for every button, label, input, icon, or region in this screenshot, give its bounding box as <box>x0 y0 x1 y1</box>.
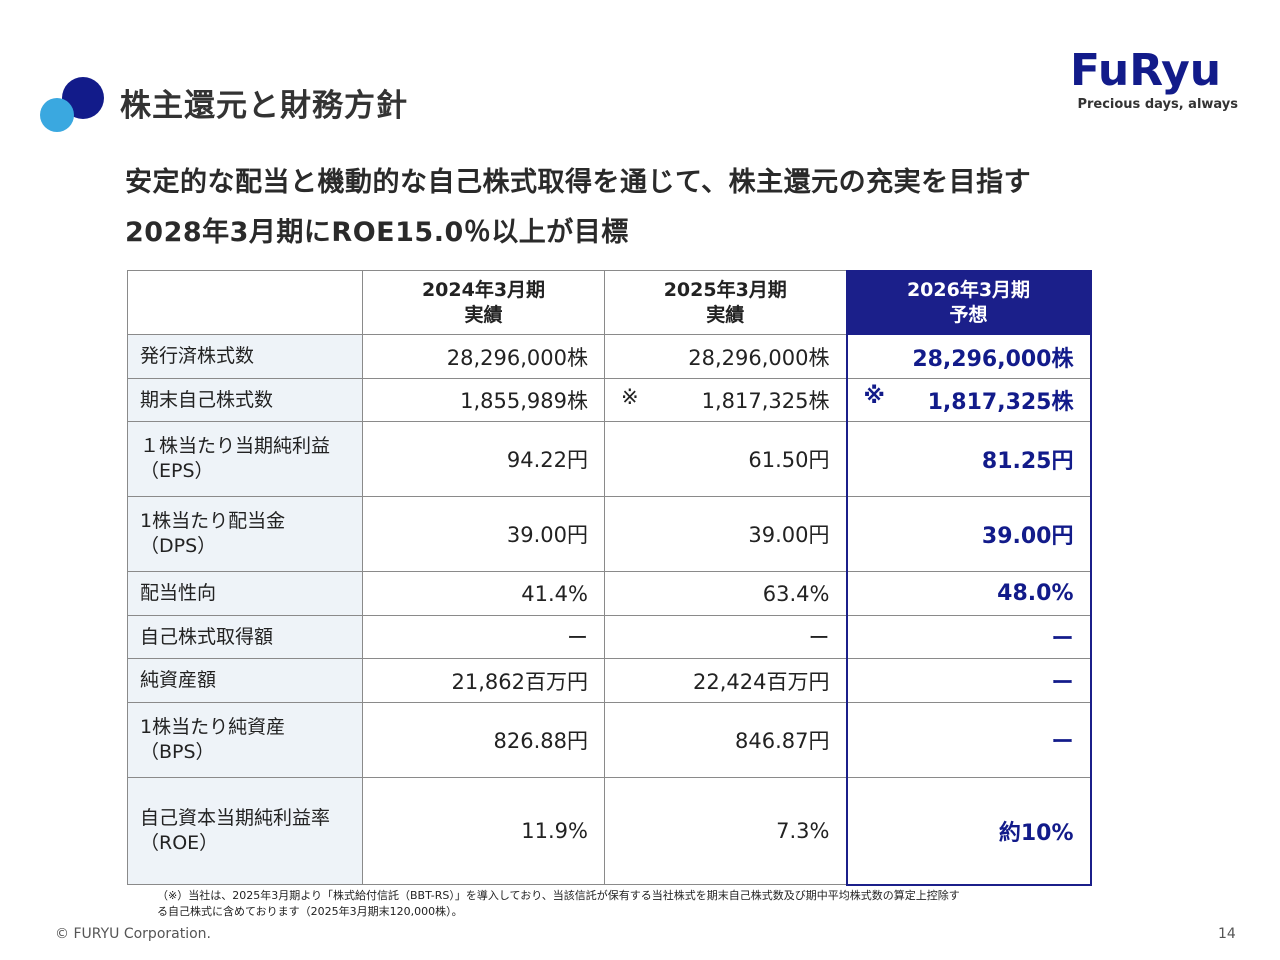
cell-fy2025: ※ 1,817,325株 <box>604 378 847 422</box>
header-fy2024: 2024年3月期 実績 <box>362 270 605 335</box>
table-row-net-assets: 純資産額 21,862百万円 22,424百万円 ー <box>127 658 1092 703</box>
cell-fy2026: 39.00円 <box>845 496 1092 572</box>
cell-fy2025: ー <box>604 615 847 659</box>
copyright: © FURYU Corporation. <box>55 926 211 942</box>
table-row-eps: １株当たり当期純利益 （EPS） 94.22円 61.50円 81.25円 <box>127 421 1092 497</box>
table-row-treasury-shares: 期末自己株式数 1,855,989株 ※ 1,817,325株 ※ 1,817,32… <box>127 378 1092 422</box>
furyu-logo: FuRyu Precious days, always <box>1068 46 1242 120</box>
row-label: １株当たり当期純利益 （EPS） <box>127 421 363 497</box>
cell-fy2026: ー <box>845 658 1092 703</box>
cell-fy2025: 22,424百万円 <box>604 658 847 703</box>
footnote: （※）当社は、2025年3月期より「株式給付信託（BBT-RS）」を導入しており… <box>157 889 960 918</box>
header-empty <box>127 270 363 335</box>
page-number: 14 <box>1218 926 1236 942</box>
table-row-roe: 自己資本当期純利益率 （ROE） 11.9% 7.3% 約10% <box>127 777 1092 886</box>
cell-fy2026: 48.0% <box>845 571 1092 616</box>
table-row-shares-issued: 発行済株式数 28,296,000株 28,296,000株 28,296,00… <box>127 334 1092 379</box>
table-header-row: 2024年3月期 実績 2025年3月期 実績 2026年3月期 予想 <box>127 270 1092 335</box>
cell-fy2024: 94.22円 <box>362 421 605 497</box>
header-fy2025: 2025年3月期 実績 <box>604 270 847 335</box>
row-label: 配当性向 <box>127 571 363 616</box>
cell-fy2026: 28,296,000株 <box>845 334 1092 379</box>
cell-fy2025: 846.87円 <box>604 702 847 778</box>
cell-fy2024: 28,296,000株 <box>362 334 605 379</box>
row-label: 発行済株式数 <box>127 334 363 379</box>
cell-fy2024: 826.88円 <box>362 702 605 778</box>
row-label: 純資産額 <box>127 658 363 703</box>
page-title: 株主還元と財務方針 <box>120 88 408 124</box>
row-label: 自己資本当期純利益率 （ROE） <box>127 777 363 885</box>
cell-fy2026: ー <box>845 615 1092 659</box>
row-label: 自己株式取得額 <box>127 615 363 659</box>
row-label: 1株当たり配当金 （DPS） <box>127 496 363 572</box>
table-row-dps: 1株当たり配当金 （DPS） 39.00円 39.00円 39.00円 <box>127 496 1092 572</box>
logo-wordmark: FuRyu <box>1070 45 1222 96</box>
table-row-buyback-amount: 自己株式取得額 ー ー ー <box>127 615 1092 659</box>
logo-tagline: Precious days, always <box>1077 97 1238 112</box>
table-row-bps: 1株当たり純資産 （BPS） 826.88円 846.87円 ー <box>127 702 1092 778</box>
headline-shareholder-returns: 安定的な配当と機動的な自己株式取得を通じて、株主還元の充実を目指す <box>125 167 1032 198</box>
cell-fy2024: 11.9% <box>362 777 605 885</box>
headline-roe-target: 2028年3月期にROE15.0％以上が目標 <box>125 217 629 248</box>
financial-table: 2024年3月期 実績 2025年3月期 実績 2026年3月期 予想 発行済株式数 … <box>127 270 1092 886</box>
cell-fy2025: 28,296,000株 <box>604 334 847 379</box>
cell-fy2025: 7.3% <box>604 777 847 885</box>
cell-fy2024: 39.00円 <box>362 496 605 572</box>
header-fy2026-forecast: 2026年3月期 予想 <box>845 270 1092 335</box>
cell-fy2024: ー <box>362 615 605 659</box>
cell-fy2024: 1,855,989株 <box>362 378 605 422</box>
row-label: 1株当たり純資産 （BPS） <box>127 702 363 778</box>
row-label: 期末自己株式数 <box>127 378 363 422</box>
cell-fy2026: 81.25円 <box>845 421 1092 497</box>
cell-fy2025: 61.50円 <box>604 421 847 497</box>
cell-fy2026: ー <box>845 702 1092 778</box>
note-mark: ※ <box>621 385 639 409</box>
cell-fy2025: 63.4% <box>604 571 847 616</box>
cell-fy2026: ※ 1,817,325株 <box>845 378 1092 422</box>
table-row-payout-ratio: 配当性向 41.4% 63.4% 48.0% <box>127 571 1092 616</box>
cell-fy2024: 41.4% <box>362 571 605 616</box>
note-mark: ※ <box>863 384 885 409</box>
title-dot-small <box>40 98 74 132</box>
cell-fy2025: 39.00円 <box>604 496 847 572</box>
cell-fy2024: 21,862百万円 <box>362 658 605 703</box>
cell-fy2026: 約10% <box>845 777 1092 886</box>
